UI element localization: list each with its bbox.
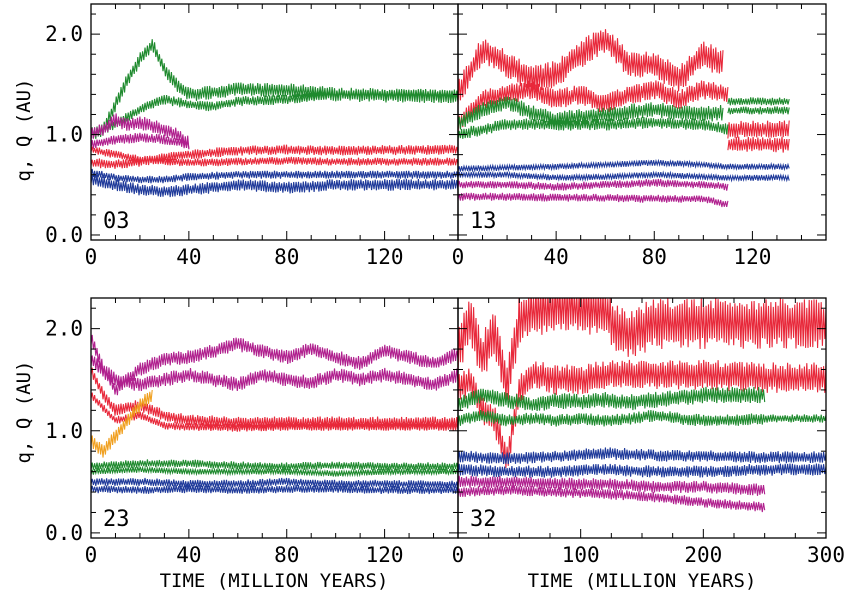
- x-tick-label-23: 40: [176, 543, 201, 567]
- series-red-4: [91, 392, 458, 432]
- plot-area-13: [458, 29, 790, 208]
- y-tick-label-23: 2.0: [45, 317, 83, 341]
- series-green-5: [458, 96, 724, 130]
- series-red-3: [91, 367, 458, 429]
- series-magenta-11: [458, 178, 729, 191]
- series-green-1: [91, 39, 458, 139]
- series-magenta-2: [91, 355, 458, 392]
- x-tick-label-32: 0: [452, 543, 465, 567]
- panel-label-23: 23: [103, 507, 130, 532]
- series-blue-7: [91, 168, 458, 184]
- series-blue-9: [458, 158, 790, 173]
- y-tick-label-03: 1.0: [45, 123, 83, 147]
- series-green-4: [458, 410, 766, 427]
- panel-03: 0 40 80 120 0.0 1.0 2.0 03: [45, 3, 459, 269]
- series-green-6: [458, 116, 729, 140]
- series-red-1: [458, 29, 724, 105]
- x-tick-label-23: 0: [85, 543, 98, 567]
- y-tick-label-03: 0.0: [45, 223, 83, 247]
- series-green-7: [727, 97, 790, 106]
- series-blue-7: [458, 463, 826, 478]
- x-axis-title-left: TIME (MILLION YEARS): [160, 570, 389, 592]
- x-axis-title-right: TIME (MILLION YEARS): [528, 570, 757, 592]
- x-tick-label-23: 120: [366, 543, 404, 567]
- series-green-2: [91, 89, 458, 139]
- x-tick-label-13: 120: [733, 245, 771, 269]
- x-tick-label-13: 40: [543, 245, 568, 269]
- series-magenta-3: [91, 113, 190, 150]
- series-green-5: [764, 414, 826, 423]
- plot-frame-13: [457, 3, 827, 241]
- x-tick-label-13: 0: [452, 245, 465, 269]
- plot-area-32: [458, 298, 826, 513]
- series-red-2: [458, 359, 826, 468]
- series-magenta-1: [91, 334, 458, 396]
- x-tick-label-13: 80: [642, 245, 667, 269]
- plot-frame-03: [90, 3, 459, 241]
- y-tick-label-03: 2.0: [45, 22, 83, 46]
- panel-label-03: 03: [103, 209, 130, 234]
- series-magenta-8: [458, 475, 766, 496]
- x-tick-label-03: 40: [176, 245, 201, 269]
- x-tick-label-03: 0: [85, 245, 98, 269]
- panel-13: 0 40 80 120 13: [452, 3, 827, 269]
- x-tick-label-32: 100: [562, 543, 600, 567]
- series-blue-8: [91, 174, 458, 198]
- x-tick-label-23: 80: [274, 543, 299, 567]
- series-blue-8: [91, 477, 458, 489]
- x-tick-label-32: 300: [807, 543, 845, 567]
- series-red-2: [458, 80, 729, 134]
- plot-area-03: [91, 39, 458, 198]
- panel-32: 0 100 200 300 32: [452, 297, 845, 567]
- series-red-6: [91, 146, 458, 167]
- series-green-6: [91, 459, 458, 471]
- y-axis-title-bottom: q, Q (AU): [13, 361, 35, 464]
- series-red-5: [91, 144, 458, 169]
- y-tick-label-23: 0.0: [45, 521, 83, 545]
- panel-23: 0 40 80 120 0.0 1.0 2.0 23: [45, 297, 459, 567]
- series-orange-5: [91, 389, 153, 458]
- series-red-4: [727, 136, 790, 153]
- y-axis-title-top: q, Q (AU): [13, 79, 35, 182]
- series-green-7: [91, 465, 458, 478]
- series-magenta-12: [458, 192, 729, 208]
- x-tick-label-32: 200: [684, 543, 722, 567]
- plot-area-23: [91, 334, 458, 495]
- series-red-3: [727, 120, 790, 139]
- x-tick-label-03: 80: [274, 245, 299, 269]
- y-tick-label-23: 1.0: [45, 419, 83, 443]
- panel-label-13: 13: [470, 209, 497, 234]
- series-green-8: [727, 106, 790, 115]
- panel-label-32: 32: [470, 507, 497, 532]
- series-blue-9: [91, 484, 458, 495]
- series-blue-6: [458, 447, 826, 465]
- series-blue-10: [458, 170, 790, 183]
- series-magenta-9: [458, 485, 766, 513]
- series-green-3: [458, 386, 766, 412]
- x-tick-label-03: 120: [366, 245, 404, 269]
- series-magenta-4: [91, 132, 190, 149]
